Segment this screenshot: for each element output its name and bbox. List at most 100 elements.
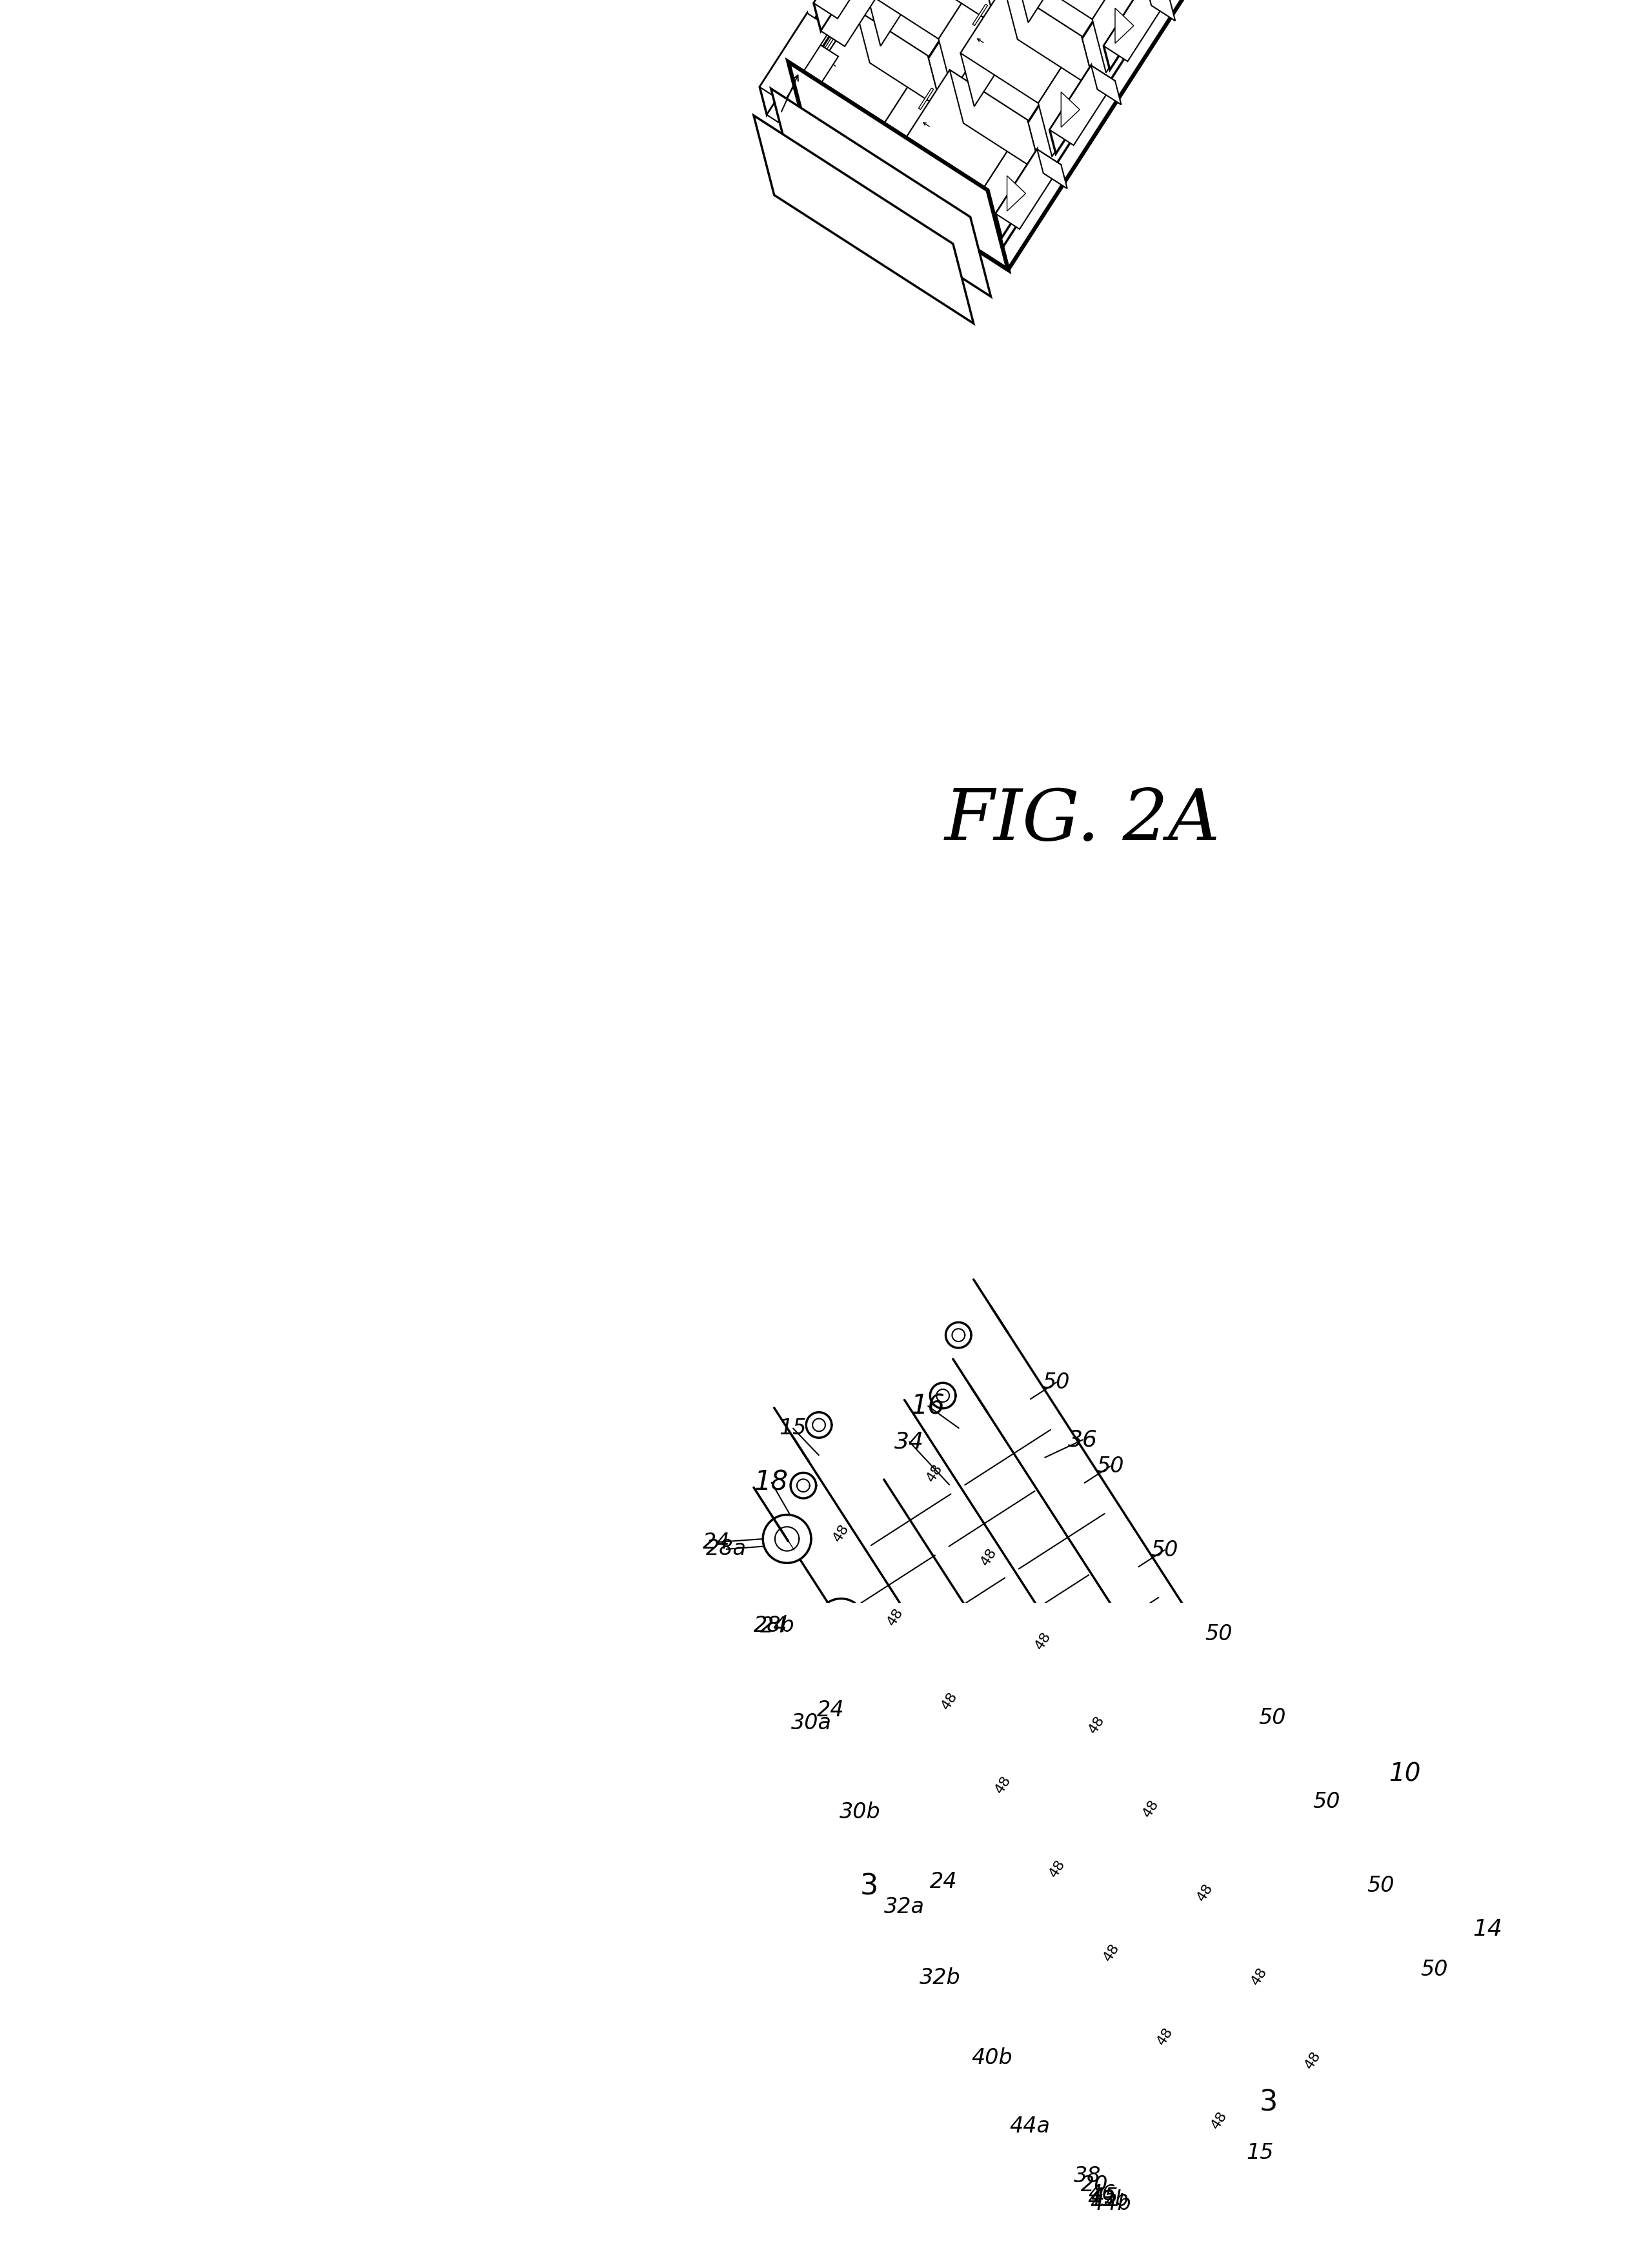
Text: 48: 48 [1140,1796,1162,1819]
Text: 24: 24 [817,1699,845,1721]
Polygon shape [996,150,1062,229]
Polygon shape [1116,9,1134,43]
Polygon shape [985,120,1040,240]
Polygon shape [960,0,1081,102]
Text: 40b: 40b [971,2048,1012,2068]
Polygon shape [820,0,893,45]
Polygon shape [760,14,830,102]
Polygon shape [766,41,839,129]
Text: 32a: 32a [884,1896,926,1919]
Text: 24: 24 [702,1531,730,1554]
Text: 50: 50 [1259,1708,1287,1728]
Text: 48: 48 [1249,1964,1270,1987]
Polygon shape [1413,2048,1438,2073]
Text: 48: 48 [1303,2048,1323,2071]
Text: 28b: 28b [753,1615,794,1635]
Text: 30a: 30a [791,1712,832,1733]
Polygon shape [812,9,870,129]
Polygon shape [993,0,1050,9]
Polygon shape [817,1599,865,1647]
Polygon shape [1104,0,1168,61]
Polygon shape [812,9,927,122]
Polygon shape [980,1851,1027,1898]
Polygon shape [857,9,942,109]
Text: 48: 48 [884,1606,906,1628]
Polygon shape [1099,2030,1122,2055]
Polygon shape [939,0,996,93]
Polygon shape [996,150,1044,238]
Text: FIG. 2A: FIG. 2A [945,787,1221,855]
Polygon shape [753,116,973,324]
Text: 3: 3 [1259,2089,1278,2116]
Text: 48: 48 [1086,1712,1108,1735]
Text: 15: 15 [1246,2143,1273,2164]
Polygon shape [906,70,963,191]
Polygon shape [1037,150,1067,188]
Text: 50: 50 [1421,1960,1449,1980]
Polygon shape [788,0,1419,191]
Polygon shape [937,1778,962,1803]
Text: 48: 48 [1209,2109,1229,2132]
Polygon shape [919,88,934,109]
Polygon shape [1039,36,1095,156]
Polygon shape [1062,93,1080,127]
Polygon shape [791,1472,816,1499]
Text: 48: 48 [1155,2025,1175,2048]
Polygon shape [1091,66,1121,104]
Text: 48: 48 [830,1522,852,1545]
Polygon shape [866,0,924,45]
Text: 10: 10 [1388,1762,1421,1787]
Polygon shape [1032,1935,1081,1982]
Text: 44b: 44b [1090,2193,1132,2214]
Text: 48: 48 [1047,1857,1068,1880]
Polygon shape [788,0,1241,141]
Polygon shape [973,5,988,25]
Polygon shape [884,57,942,177]
Text: 48: 48 [924,1461,945,1483]
Text: 50: 50 [1204,1624,1232,1644]
Polygon shape [1257,2198,1283,2223]
Text: 46: 46 [1088,2184,1116,2204]
Polygon shape [775,1526,799,1551]
Polygon shape [1014,0,1072,23]
Polygon shape [814,0,868,32]
Polygon shape [1050,66,1116,145]
Text: 48: 48 [978,1545,999,1567]
Polygon shape [945,1322,971,1347]
Text: 43b: 43b [1088,2189,1129,2211]
Polygon shape [960,0,1017,107]
Polygon shape [763,1515,811,1563]
Polygon shape [981,0,1429,256]
Text: 20: 20 [1081,2175,1108,2195]
Polygon shape [1273,2136,1298,2161]
Text: 30b: 30b [840,1801,881,1823]
Polygon shape [829,1610,853,1635]
Polygon shape [760,14,814,116]
Polygon shape [1140,2102,1190,2150]
Polygon shape [911,0,996,25]
Polygon shape [809,0,1441,270]
Polygon shape [1045,1946,1070,1971]
Text: 15: 15 [779,1418,807,1438]
Text: 50: 50 [1313,1792,1341,1812]
Polygon shape [806,1413,832,1438]
Text: 18: 18 [755,1470,789,1497]
Polygon shape [866,0,981,39]
Text: 48: 48 [1032,1628,1054,1651]
Polygon shape [788,61,1008,270]
Polygon shape [950,70,1040,172]
Text: 48: 48 [1101,1941,1122,1964]
Text: 24: 24 [760,1615,788,1637]
Text: 16: 16 [911,1393,945,1420]
Polygon shape [771,88,991,297]
Text: 48: 48 [1195,1880,1216,1903]
Text: 50: 50 [1096,1456,1124,1476]
Polygon shape [871,1683,919,1730]
Text: 50: 50 [1150,1540,1178,1560]
Polygon shape [1145,0,1175,20]
Polygon shape [1086,2019,1136,2066]
Polygon shape [1008,177,1026,211]
Polygon shape [937,1390,948,1402]
Text: 38: 38 [1073,2166,1101,2186]
Polygon shape [952,1329,965,1340]
